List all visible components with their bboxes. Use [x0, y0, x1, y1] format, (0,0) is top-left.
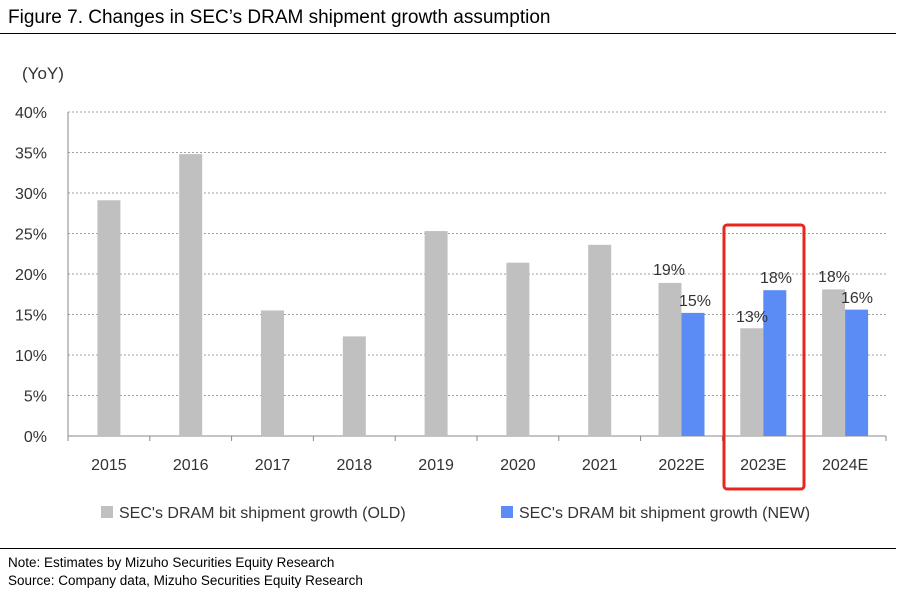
- bar-old-2021: [588, 244, 612, 436]
- notes-block: Note: Estimates by Mizuho Securities Equ…: [8, 554, 363, 590]
- y-axis-label: (YoY): [22, 64, 64, 83]
- data-label-new-2024E: 16%: [841, 290, 873, 307]
- bar-old-2023E: [740, 328, 764, 436]
- bar-new-2023E: [763, 290, 787, 436]
- y-tick-label: 5%: [24, 389, 47, 406]
- x-tick-label: 2018: [337, 457, 373, 474]
- data-label-old-2022E: 19%: [653, 262, 685, 279]
- title-rule: [0, 33, 896, 34]
- figure-title: Figure 7. Changes in SEC’s DRAM shipment…: [8, 7, 551, 28]
- bar-old-2022E: [658, 282, 682, 436]
- bar-old-2019: [424, 231, 448, 436]
- y-tick-label: 15%: [15, 308, 47, 325]
- bar-old-2020: [506, 262, 530, 436]
- highlight-box-2023E: [722, 223, 806, 491]
- bar-chart: (YoY) 0% 5% 10% 15% 20% 25% 30% 35% 40% 2015 2016 20…: [15, 64, 887, 522]
- x-tick-label: 2023E: [740, 457, 786, 474]
- x-tick-label: 2022E: [658, 457, 704, 474]
- legend-label-old: SEC's DRAM bit shipment growth (OLD): [119, 505, 406, 522]
- x-tick-label: 2015: [91, 457, 127, 474]
- bar-old-2015: [97, 200, 121, 436]
- data-label-old-2024E: 18%: [818, 269, 850, 286]
- notes-rule: [0, 548, 896, 549]
- x-tick-label: 2019: [418, 457, 454, 474]
- bar-new-2022E: [681, 312, 705, 436]
- x-tick-label: 2016: [173, 457, 209, 474]
- x-tick-label: 2024E: [822, 457, 868, 474]
- y-tick-label: 25%: [15, 227, 47, 244]
- y-tick-label: 40%: [15, 105, 47, 122]
- legend-swatch-old: [101, 506, 113, 518]
- y-tick-label: 30%: [15, 186, 47, 203]
- bar-new-2024E: [845, 309, 869, 436]
- y-tick-label: 35%: [15, 146, 47, 163]
- x-tick-label: 2021: [582, 457, 618, 474]
- bar-old-2017: [261, 310, 284, 436]
- x-tick-label: 2017: [255, 457, 291, 474]
- note-text: Note: Estimates by Mizuho Securities Equ…: [8, 555, 335, 570]
- bar-old-2016: [179, 154, 203, 436]
- legend-swatch-new: [501, 506, 513, 518]
- bar-old-2018: [342, 336, 366, 436]
- data-label-old-2023E: 13%: [736, 309, 768, 326]
- y-tick-label: 10%: [15, 348, 47, 365]
- data-label-new-2022E: 15%: [679, 293, 711, 310]
- y-tick-label: 0%: [24, 429, 47, 446]
- source-text: Source: Company data, Mizuho Securities …: [8, 573, 363, 588]
- y-tick-label: 20%: [15, 267, 47, 284]
- legend-label-new: SEC's DRAM bit shipment growth (NEW): [519, 505, 810, 522]
- data-label-new-2023E: 18%: [760, 270, 792, 287]
- bar-old-2024E: [822, 289, 846, 436]
- x-tick-label: 2020: [500, 457, 536, 474]
